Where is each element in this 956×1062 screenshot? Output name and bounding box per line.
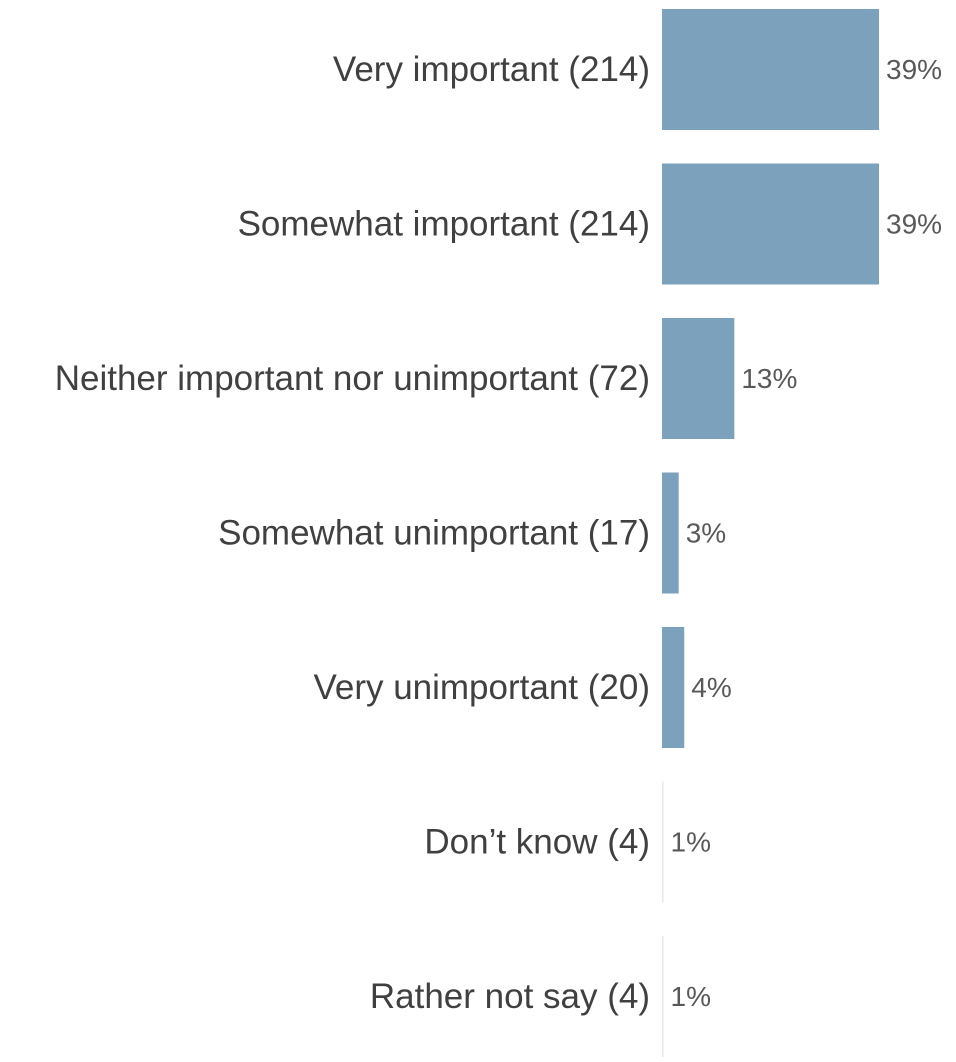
category-label-6: Rather not say (4) (370, 977, 650, 1016)
category-label-1: Somewhat important (214) (238, 205, 650, 244)
category-label-5: Don’t know (4) (424, 823, 650, 862)
value-label-1: 39% (886, 209, 942, 240)
value-label-2: 13% (741, 363, 797, 394)
value-label-0: 39% (886, 54, 942, 85)
value-label-3: 3% (686, 518, 726, 549)
bars-layer (662, 9, 879, 1057)
bar-0 (662, 9, 879, 130)
bar-1 (662, 163, 879, 285)
value-label-4: 4% (691, 672, 731, 703)
bar-6 (662, 936, 664, 1057)
value-label-6: 1% (671, 981, 711, 1012)
category-label-2: Neither important nor unimportant (72) (55, 359, 650, 398)
bar-3 (662, 472, 679, 594)
category-label-3: Somewhat unimportant (17) (218, 514, 650, 553)
bar-4 (662, 627, 685, 748)
category-label-4: Very unimportant (20) (313, 668, 650, 707)
labels-layer: Very important (214) 39% Somewhat importan… (55, 50, 942, 1016)
value-label-5: 1% (671, 827, 711, 858)
bar-2 (662, 318, 735, 439)
bar-5 (662, 781, 664, 903)
category-label-0: Very important (214) (333, 50, 650, 89)
